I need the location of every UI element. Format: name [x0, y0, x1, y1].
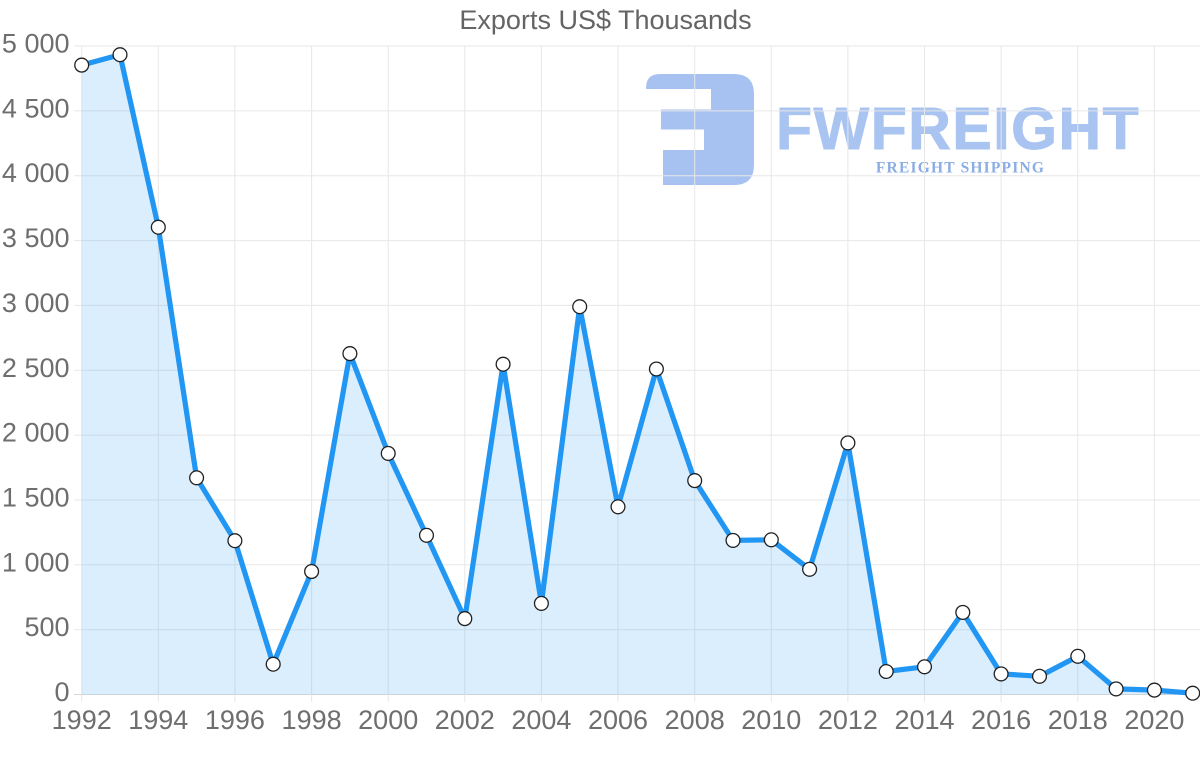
svg-text:1998: 1998: [282, 705, 342, 735]
svg-text:4 000: 4 000: [2, 158, 70, 188]
svg-text:2 500: 2 500: [2, 353, 70, 383]
svg-text:2010: 2010: [741, 705, 801, 735]
svg-text:Exports US$ Thousands: Exports US$ Thousands: [459, 5, 751, 35]
svg-text:FWFREIGHT: FWFREIGHT: [776, 96, 1140, 162]
svg-text:0: 0: [54, 677, 69, 707]
svg-text:4 500: 4 500: [2, 93, 70, 123]
svg-text:2004: 2004: [511, 705, 571, 735]
svg-text:2012: 2012: [818, 705, 878, 735]
svg-text:2018: 2018: [1048, 705, 1108, 735]
svg-text:2014: 2014: [894, 705, 954, 735]
svg-text:2008: 2008: [665, 705, 725, 735]
svg-text:2006: 2006: [588, 705, 648, 735]
svg-text:1 000: 1 000: [2, 547, 70, 577]
svg-text:1992: 1992: [52, 705, 112, 735]
svg-text:2000: 2000: [358, 705, 418, 735]
svg-text:1996: 1996: [205, 705, 265, 735]
svg-text:2 000: 2 000: [2, 418, 70, 448]
svg-text:3 500: 3 500: [2, 223, 70, 253]
svg-text:1 500: 1 500: [2, 483, 70, 513]
svg-text:FREIGHT SHIPPING: FREIGHT SHIPPING: [876, 160, 1045, 177]
svg-text:2016: 2016: [971, 705, 1031, 735]
svg-text:5 000: 5 000: [2, 29, 70, 59]
svg-text:2002: 2002: [435, 705, 495, 735]
svg-text:1994: 1994: [128, 705, 188, 735]
svg-text:3 000: 3 000: [2, 288, 70, 318]
svg-text:500: 500: [24, 612, 69, 642]
svg-text:2020: 2020: [1124, 705, 1184, 735]
